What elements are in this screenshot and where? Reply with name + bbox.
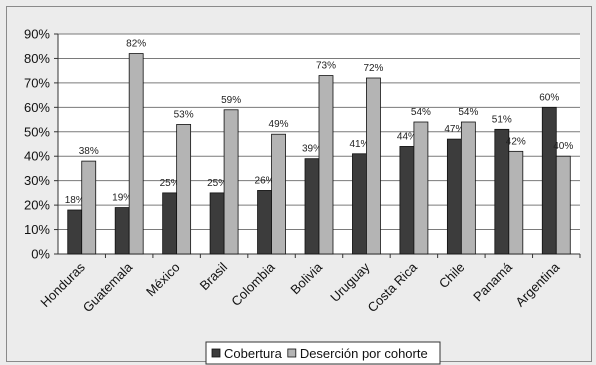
- y-tick-label: 0%: [31, 247, 50, 262]
- data-label-cobertura: 47%: [444, 124, 464, 135]
- x-tick-label: Argentina: [512, 259, 563, 310]
- bar-desercion: [176, 124, 192, 255]
- data-label-desercion: 53%: [174, 109, 194, 120]
- bar-cobertura: [399, 146, 415, 255]
- bar-cobertura: [494, 128, 510, 255]
- x-tick-label: Guatemala: [80, 259, 136, 315]
- bar-desercion: [555, 155, 571, 255]
- data-label-cobertura: 18%: [65, 195, 85, 206]
- y-tick-label: 20%: [24, 198, 50, 213]
- bar-desercion: [460, 121, 476, 255]
- y-tick-label: 80%: [24, 51, 50, 66]
- data-label-desercion: 40%: [553, 141, 573, 152]
- x-tick-label: Chile: [436, 260, 468, 292]
- data-label-desercion: 54%: [411, 107, 431, 118]
- bar-cobertura: [352, 153, 367, 255]
- y-tick-label: 60%: [24, 100, 50, 115]
- legend-box: [205, 341, 441, 365]
- bar-desercion: [81, 160, 97, 255]
- x-tick-label: Bolivia: [287, 259, 325, 297]
- bar-desercion: [223, 109, 239, 255]
- y-tick-label: 30%: [24, 173, 50, 188]
- legend-label-cobertura: Cobertura: [224, 346, 283, 361]
- data-label-cobertura: 60%: [539, 92, 559, 103]
- bar-cobertura: [162, 192, 178, 255]
- legend-swatch-desercion: [287, 348, 297, 358]
- bar-cobertura: [257, 190, 272, 255]
- bar-desercion: [271, 133, 286, 255]
- x-tick-label: Panamá: [470, 259, 515, 304]
- legend-swatch-cobertura: [211, 348, 221, 358]
- data-label-cobertura: 25%: [207, 178, 227, 189]
- bar-cobertura: [304, 158, 320, 255]
- x-tick-label: México: [143, 260, 183, 300]
- bar-cobertura: [209, 192, 225, 255]
- bar-cobertura: [67, 209, 83, 255]
- y-tick-label: 70%: [24, 75, 50, 90]
- x-tick-label: Costa Rica: [364, 259, 420, 315]
- bar-cobertura: [446, 138, 462, 255]
- data-label-desercion: 59%: [221, 95, 241, 106]
- bar-desercion: [508, 150, 524, 255]
- bar-desercion: [128, 53, 144, 255]
- data-label-desercion: 82%: [126, 39, 146, 50]
- data-label-cobertura: 26%: [255, 175, 275, 186]
- data-label-cobertura: 41%: [349, 139, 369, 150]
- bar-cobertura: [114, 207, 130, 255]
- data-label-cobertura: 19%: [112, 193, 132, 204]
- y-tick-label: 50%: [24, 124, 50, 139]
- bar-desercion: [366, 77, 381, 255]
- data-label-desercion: 42%: [506, 136, 526, 147]
- bar-cobertura: [541, 106, 557, 255]
- data-label-desercion: 49%: [269, 119, 289, 130]
- data-label-cobertura: 39%: [302, 144, 322, 155]
- data-label-cobertura: 25%: [160, 178, 180, 189]
- y-tick-label: 90%: [24, 27, 50, 42]
- legend-label-desercion: Deserción por cohorte: [300, 346, 428, 361]
- data-label-desercion: 38%: [79, 146, 99, 157]
- data-label-cobertura: 51%: [492, 114, 512, 125]
- y-tick-label: 40%: [24, 149, 50, 164]
- x-tick-label: Colombia: [228, 259, 278, 309]
- bar-desercion: [318, 75, 334, 255]
- x-tick-label: Brasil: [197, 259, 231, 293]
- x-tick-label: Uruguay: [327, 259, 373, 305]
- y-tick-label: 10%: [24, 222, 50, 237]
- data-label-desercion: 73%: [316, 61, 336, 72]
- data-label-desercion: 72%: [363, 63, 383, 74]
- data-label-cobertura: 44%: [397, 131, 417, 142]
- bar-desercion: [413, 121, 429, 255]
- data-label-desercion: 54%: [458, 107, 478, 118]
